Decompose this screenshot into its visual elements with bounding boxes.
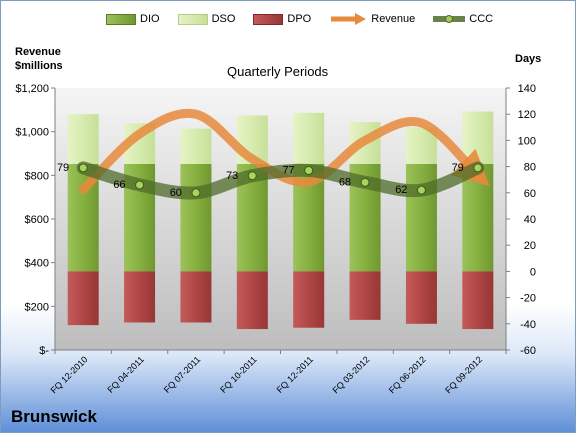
- left-tick-label: $1,000: [15, 127, 49, 139]
- legend-item-dso: DSO: [177, 13, 236, 25]
- legend-label-ccc: CCC: [469, 13, 494, 25]
- right-tick-label: -60: [520, 345, 536, 357]
- dpo-bar: [405, 271, 437, 324]
- left-tick-label: $1,200: [15, 83, 49, 95]
- ccc-point: [135, 180, 145, 190]
- left-tick-label: $600: [25, 214, 49, 226]
- dpo-swatch-icon: [253, 13, 284, 25]
- ccc-data-label: 60: [170, 187, 182, 199]
- right-tick-label: 100: [518, 135, 536, 147]
- ccc-point: [360, 177, 370, 187]
- ccc-data-label: 77: [282, 165, 294, 177]
- right-tick-label: 120: [518, 109, 536, 121]
- x-tick-label: FQ 09-2012: [443, 354, 484, 395]
- dso-bar: [462, 111, 494, 164]
- right-tick-label: -40: [520, 319, 536, 331]
- right-tick-label: -20: [520, 293, 536, 305]
- right-tick-label: 40: [524, 214, 536, 226]
- x-tick-label: FQ 06-2012: [387, 354, 428, 395]
- dpo-bar: [462, 271, 494, 330]
- ccc-point: [304, 166, 314, 176]
- dpo-bar: [180, 271, 212, 323]
- ccc-data-label: 79: [452, 162, 464, 174]
- x-tick-label: FQ 12-2011: [275, 354, 316, 395]
- x-tick-label: FQ 07-2011: [162, 354, 203, 395]
- dio-bar: [180, 163, 212, 272]
- dio-bar: [405, 163, 437, 272]
- dpo-bar: [236, 271, 268, 330]
- x-tick-label: FQ 03-2012: [330, 354, 371, 395]
- ccc-data-label: 62: [395, 184, 407, 196]
- ccc-point: [247, 171, 257, 181]
- ccc-point: [473, 163, 483, 173]
- company-name: Brunswick: [11, 407, 97, 426]
- dio-swatch-icon: [106, 13, 136, 25]
- right-axis-title: Days: [515, 53, 542, 65]
- ccc-line-icon: [433, 15, 466, 23]
- left-axis-title-line1: Revenue: [15, 46, 61, 58]
- legend-label-dpo: DPO: [287, 13, 312, 25]
- dpo-bar: [349, 271, 381, 320]
- x-tick-label: FQ 04-2011: [105, 354, 146, 395]
- right-tick-label: 140: [518, 83, 536, 95]
- legend-label-dio: DIO: [140, 13, 160, 25]
- dso-bar: [180, 128, 212, 164]
- ccc-data-label: 73: [226, 170, 238, 182]
- legend-item-dio: DIO: [106, 13, 160, 25]
- chart-title: Quarterly Periods: [227, 64, 329, 79]
- ccc-point: [416, 185, 426, 195]
- legend-item-dpo: DPO: [253, 13, 311, 25]
- ccc-point: [191, 188, 201, 198]
- dpo-bar: [67, 271, 99, 326]
- right-tick-label: 80: [524, 162, 536, 174]
- ccc-data-label: 66: [113, 179, 125, 191]
- legend-label-dso: DSO: [211, 13, 236, 25]
- legend-item-ccc: CCC: [433, 13, 493, 25]
- legend-item-revenue: Revenue: [329, 13, 415, 25]
- left-tick-label: $400: [25, 258, 49, 270]
- revenue-arrow-icon: [331, 13, 367, 25]
- ccc-point: [78, 163, 88, 173]
- right-tick-label: 60: [524, 188, 536, 200]
- left-axis-title-line2: $millions: [15, 60, 63, 72]
- plot-area: [55, 88, 506, 350]
- dso-swatch-icon: [177, 13, 208, 25]
- left-tick-label: $800: [25, 170, 49, 182]
- dso-bar: [293, 112, 325, 164]
- dso-bar: [67, 114, 99, 164]
- ccc-line: [76, 161, 485, 200]
- right-tick-label: 20: [524, 240, 536, 252]
- ccc-data-label: 79: [57, 162, 69, 174]
- ccc-data-label: 68: [339, 176, 351, 188]
- legend: DIO DSO DPO Revenue CCC: [106, 13, 493, 25]
- x-tick-label: FQ 12-2010: [49, 354, 90, 395]
- x-tick-label: FQ 10-2011: [218, 354, 259, 395]
- dpo-bar: [293, 271, 325, 328]
- left-tick-label: $-: [39, 345, 49, 357]
- right-tick-label: 0: [530, 266, 536, 278]
- left-tick-label: $200: [25, 301, 49, 313]
- dpo-bar: [124, 271, 156, 323]
- legend-label-revenue: Revenue: [371, 13, 416, 25]
